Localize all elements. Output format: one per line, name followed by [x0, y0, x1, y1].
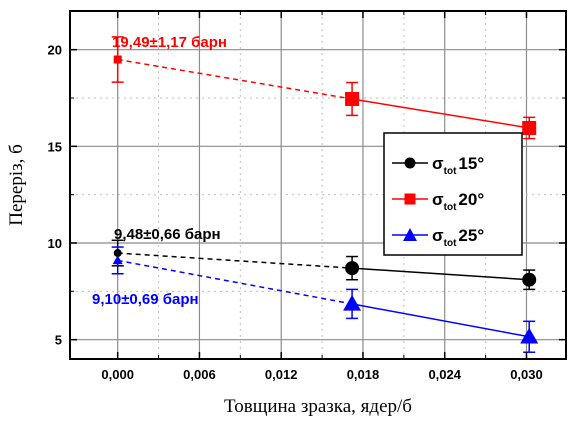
plot-frame — [69, 10, 567, 360]
fit-line-15deg — [352, 267, 530, 281]
legend-entry-15deg: σtot 15° — [392, 154, 484, 177]
x-tick-label: 0,018 — [347, 367, 380, 382]
legend-label-25deg: σtot 25° — [432, 226, 484, 249]
legend-subscript: tot — [444, 202, 457, 213]
legend-marker-circle — [404, 157, 416, 169]
x-tick-label: 0,012 — [265, 367, 298, 382]
y-tick-label: 5 — [55, 333, 62, 348]
annotation-25deg: 9,10±0,69 барн — [92, 291, 199, 308]
x-tick-label: 0,030 — [510, 367, 543, 382]
legend-angle: 20° — [458, 190, 484, 209]
legend-entry-20deg: σtot 20° — [392, 190, 484, 213]
annotation-20deg: 19,49±1,17 барн — [112, 34, 227, 51]
data-point-20deg — [113, 55, 122, 64]
legend-label-15deg: σtot 15° — [432, 154, 484, 177]
axis-tick-labels: 0,000 0,006 0,012 0,018 0,024 0,030 5 10 15 20 — [48, 43, 543, 382]
data-point-20deg — [522, 120, 537, 135]
extrapolation-line-25deg — [117, 259, 353, 305]
legend-angle: 15° — [458, 154, 484, 173]
extrapolation-line-20deg — [117, 58, 353, 100]
fit-lines — [351, 98, 530, 338]
y-tick-label: 15 — [48, 139, 62, 154]
legend: σtot 15° σtot 20° σtot 25° — [383, 132, 523, 256]
legend-label-20deg: σtot 20° — [432, 190, 484, 213]
y-tick-label: 20 — [48, 43, 62, 58]
legend-symbol: σ — [432, 226, 444, 245]
legend-marker-square — [404, 193, 416, 205]
fit-line-20deg — [351, 98, 530, 129]
annotation-15deg: 9,48±0,66 барн — [114, 226, 221, 243]
data-point-15deg — [113, 249, 122, 258]
legend-entry-25deg: σtot 25° — [392, 226, 484, 249]
data-point-15deg — [345, 261, 360, 276]
y-tick-label: 10 — [48, 236, 62, 251]
y-axis-title: Переріз, б — [6, 144, 27, 226]
legend-subscript: tot — [444, 238, 457, 249]
fit-line-25deg — [351, 303, 530, 338]
legend-marker-triangle — [403, 228, 417, 241]
data-point-20deg — [345, 91, 360, 106]
extrapolation-line-15deg — [117, 252, 353, 269]
x-tick-label: 0,024 — [428, 367, 461, 382]
error-bars — [111, 36, 536, 353]
legend-angle: 25° — [458, 226, 484, 245]
markers — [112, 55, 539, 344]
legend-symbol: σ — [432, 190, 444, 209]
data-point-25deg — [343, 294, 362, 311]
x-tick-label: 0,006 — [183, 367, 216, 382]
axis-ticks — [70, 11, 566, 359]
legend-symbol: σ — [432, 154, 444, 173]
data-point-25deg — [112, 255, 123, 265]
extrapolation-lines — [117, 58, 353, 305]
x-axis-title: Товщина зразка, ядер/б — [224, 396, 412, 417]
data-point-25deg — [520, 327, 539, 344]
legend-subscript: tot — [444, 166, 457, 177]
x-tick-label: 0,000 — [101, 367, 134, 382]
data-point-15deg — [522, 272, 537, 287]
